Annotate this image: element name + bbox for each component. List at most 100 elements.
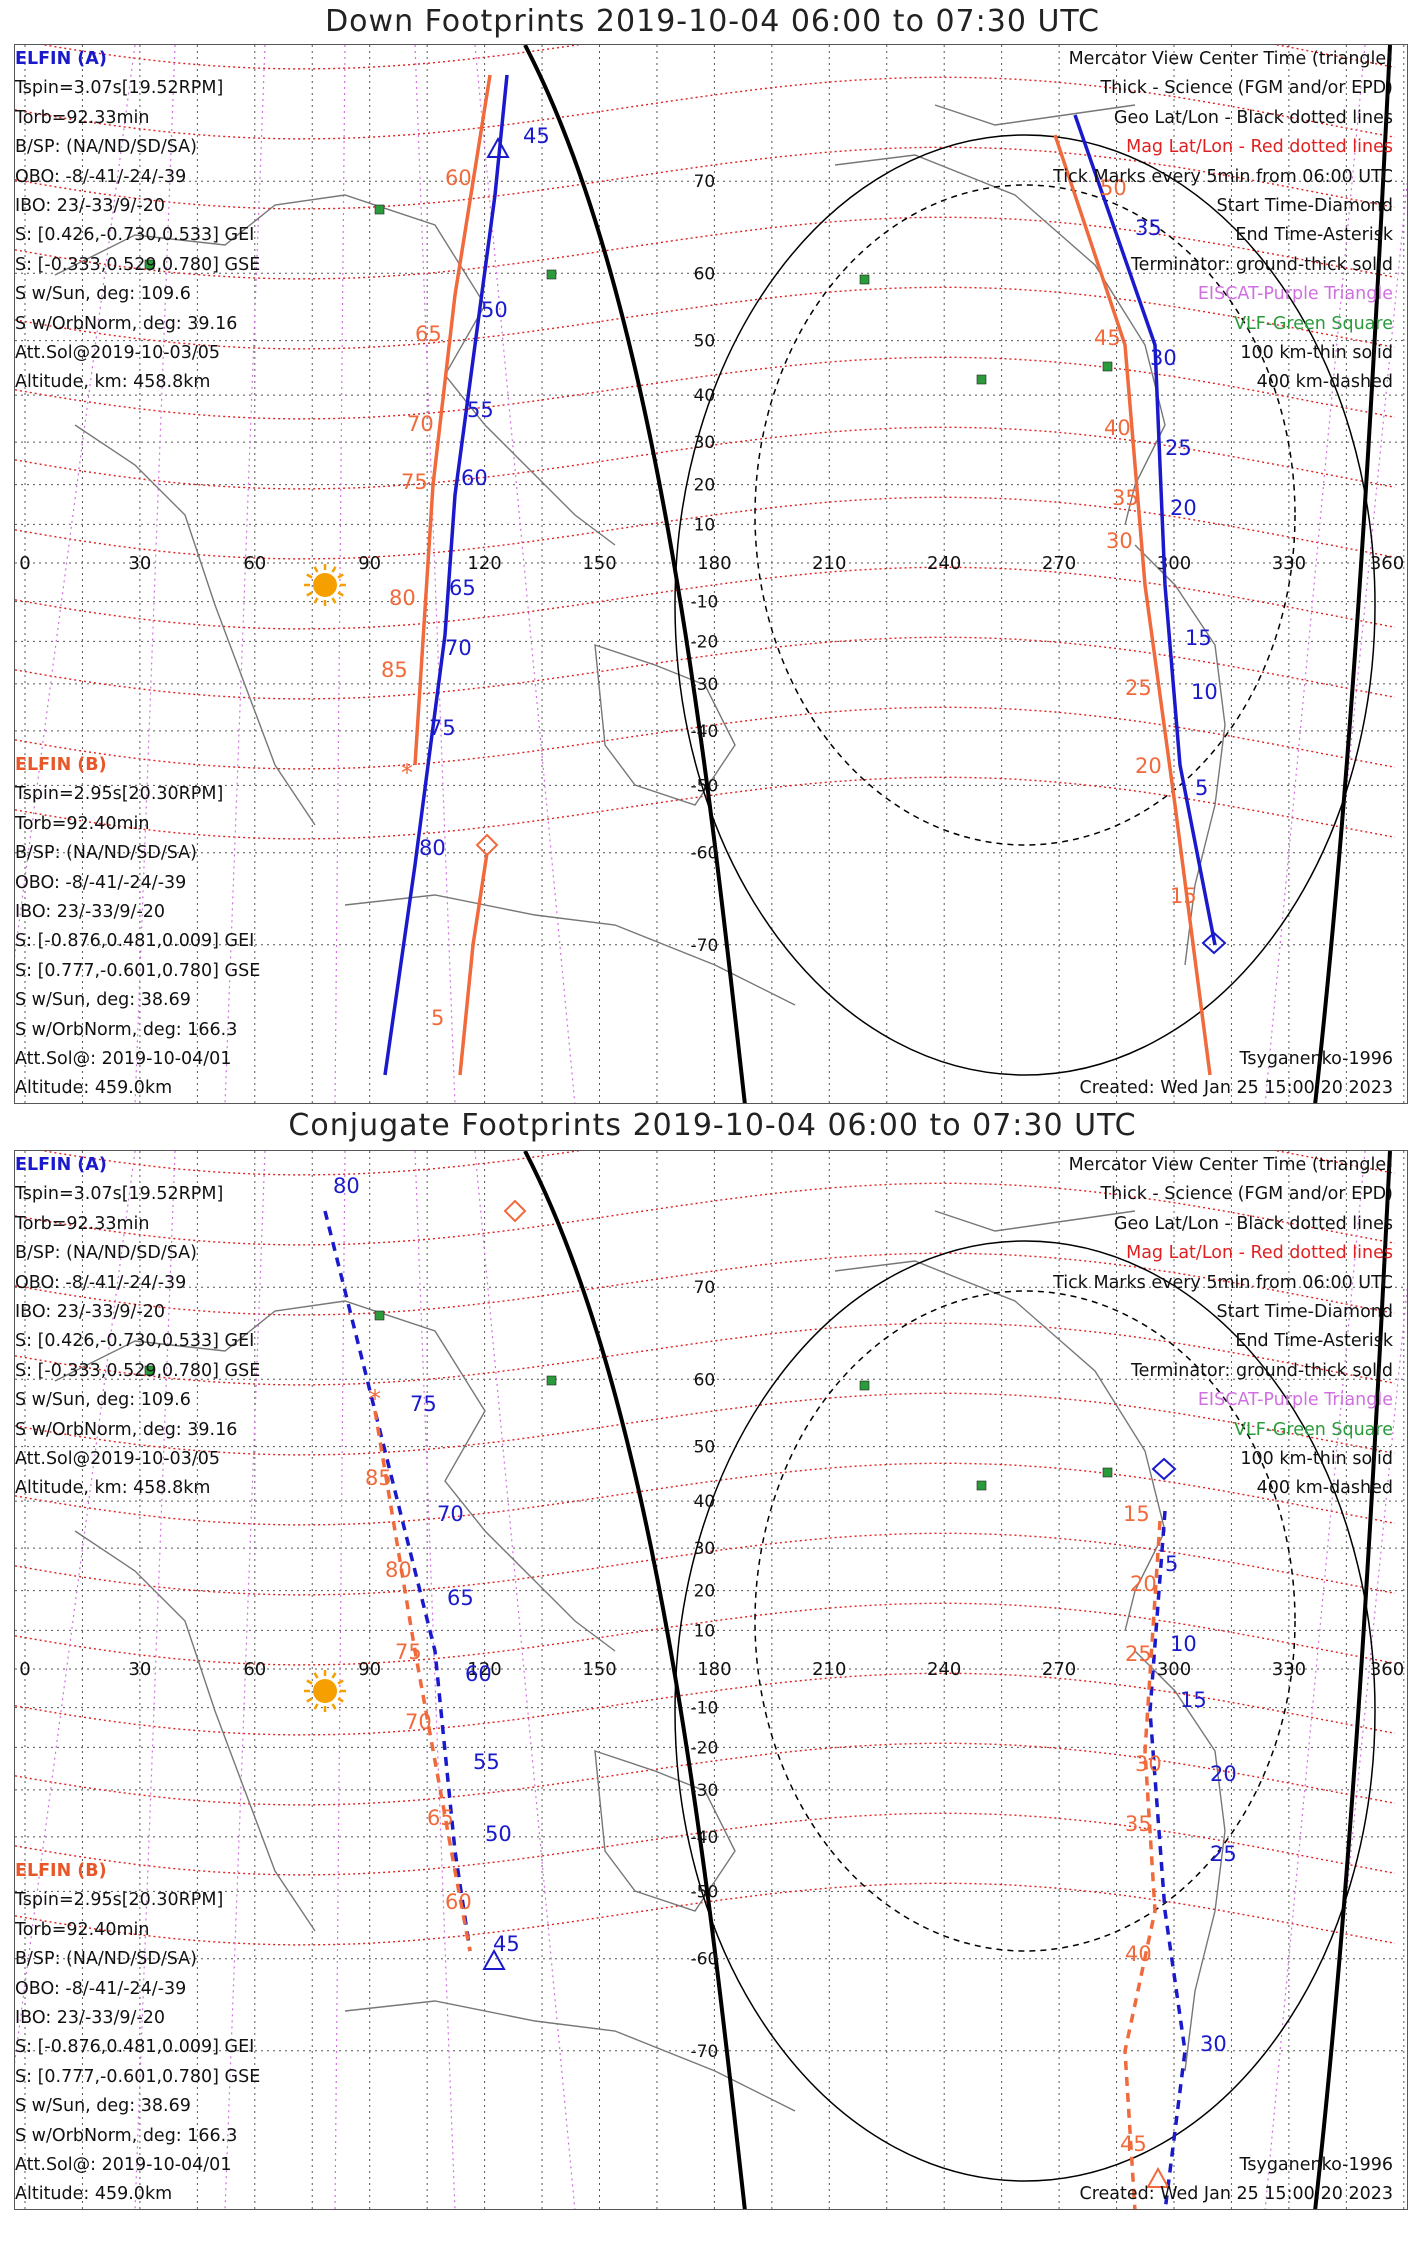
- info-line: Torb=92.33min: [15, 107, 150, 128]
- mag-latitude-line: [40, 1151, 1396, 1176]
- longitude-label: 150: [582, 1659, 616, 1680]
- vlf-square-icon: [1102, 361, 1113, 372]
- info-line: Torb=92.33min: [15, 1213, 150, 1234]
- sun-icon: [331, 566, 337, 573]
- elfin-a-track: [323, 1210, 472, 1952]
- info-line: IBO: 23/-33/9/-20: [15, 902, 166, 923]
- mag-latitude-line: [15, 1672, 1396, 1736]
- latitude-label: -70: [691, 2042, 719, 2062]
- vlf-square-icon: [546, 269, 557, 280]
- info-line: S: [0.777,-0.601,0.780] GSE: [15, 960, 261, 981]
- legend-item: Geo Lat/Lon - Black dotted lines: [1113, 1213, 1393, 1234]
- track-time-label: 45: [1094, 326, 1121, 350]
- track-time-label: 45: [523, 124, 550, 148]
- track-time-label: 70: [405, 1710, 432, 1734]
- longitude-label: 180: [697, 553, 731, 574]
- info-line: Att.Sol@: 2019-10-04/01: [15, 2155, 232, 2176]
- sun-icon: [337, 573, 344, 579]
- panel-title: Conjugate Footprints 2019-10-04 06:00 to…: [288, 1108, 1137, 1143]
- latitude-label: 20: [694, 476, 716, 496]
- track-time-label: 65: [427, 1806, 454, 1830]
- longitude-label: 150: [582, 553, 616, 574]
- mag-latitude-line: [15, 76, 1396, 140]
- info-line: Tspin=2.95s[20.30RPM]: [15, 784, 224, 805]
- sun-icon: [306, 1697, 313, 1703]
- info-line: IBO: 23/-33/9/-20: [15, 2008, 166, 2029]
- sun-icon: [337, 1679, 344, 1685]
- vlf-square-icon: [976, 374, 987, 385]
- track-time-label: 75: [401, 470, 428, 494]
- longitude-label: 90: [358, 1659, 381, 1680]
- coastline: [834, 154, 1166, 526]
- map-canvas: 0 30 60 90 120 150 180 210 240 270 300 330 360 70 60 50…: [15, 1151, 1407, 2209]
- track-time-label: 5: [431, 1006, 444, 1030]
- coastline: [934, 1210, 1136, 1232]
- track-time-label: 20: [1170, 496, 1197, 520]
- info-line: S: [-0.876,0.481,0.009] GEI: [15, 2037, 255, 2058]
- longitude-label: 300: [1157, 553, 1191, 574]
- mag-latitude-line: [15, 356, 1396, 420]
- track-time-label: 50: [485, 1822, 512, 1846]
- info-line: Att.Sol@2019-10-03/05: [15, 1449, 220, 1470]
- panel-title: Down Footprints 2019-10-04 06:00 to 07:3…: [325, 4, 1100, 39]
- mag-latitude-line: [15, 776, 1396, 840]
- latitude-label: 70: [694, 172, 716, 192]
- longitude-label: 330: [1272, 553, 1306, 574]
- track-time-label: 5: [1165, 1552, 1178, 1576]
- elfin-b-info: ELFIN (B) Tspin=2.95s[20.30RPM] Torb=92.40…: [15, 1857, 260, 2209]
- info-line: OBO: -8/-41/-24/-39: [15, 1978, 187, 1999]
- longitude-label: 0: [19, 553, 30, 574]
- sun-icon: [331, 1672, 337, 1679]
- coastline: [74, 424, 316, 826]
- longitude-label: 330: [1272, 1659, 1306, 1680]
- map-panel-conjugate: 0 30 60 90 120 150 180 210 240 270 300 330 360 70 60 50…: [14, 1150, 1408, 2210]
- track-time-label: 80: [419, 836, 446, 860]
- footprint-100km-oval: [674, 134, 1376, 1076]
- start-diamond-icon: [1201, 931, 1227, 955]
- footprint-400km-oval: [754, 1290, 1296, 1952]
- track-time-label: 30: [1135, 1752, 1162, 1776]
- terminator-line: [1313, 45, 1392, 1103]
- elfin-b-track: [373, 1410, 472, 1952]
- map-canvas: 0 30 60 90 120 150 180 210 240 270 300 330 360 70 60 50…: [15, 45, 1407, 1103]
- latitude-label: -40: [691, 722, 719, 742]
- sun-icon: [313, 1672, 319, 1679]
- track-time-label: 30: [1106, 529, 1133, 553]
- track-time-label: 60: [445, 166, 472, 190]
- sun-icon: [313, 573, 337, 597]
- eiscat-meridian: [334, 1151, 346, 2209]
- mag-latitude-line: [15, 496, 1396, 560]
- latitude-label: 50: [694, 1438, 716, 1458]
- track-time-label: 50: [1100, 176, 1127, 200]
- mag-latitude-line: [15, 216, 1396, 280]
- track-time-label: 20: [1210, 1762, 1237, 1786]
- track-time-label: 40: [1104, 416, 1131, 440]
- mag-latitude-line: [15, 1602, 1396, 1666]
- vlf-square-icon: [374, 1310, 385, 1321]
- elfin-b-track: [413, 74, 492, 766]
- footer: Tsyganenko-1996 Created: Wed Jan 25 15:00…: [1080, 1045, 1394, 1103]
- info-line: S w/OrbNorm, deg: 39.16: [15, 1419, 238, 1440]
- legend: Mercator View Center Time (triangle) Thic…: [1053, 1151, 1393, 1504]
- elfin-a-info: ELFIN (A) Tspin=3.07s[19.52RPM] Torb=92.33…: [15, 1151, 260, 1504]
- track-time-label: 65: [415, 322, 442, 346]
- legend-item: Terminator: ground-thick solid: [1130, 1360, 1393, 1381]
- info-line: OBO: -8/-41/-24/-39: [15, 166, 187, 187]
- legend-item: End Time-Asterisk: [1235, 1331, 1393, 1352]
- latitude-label: -30: [691, 1781, 719, 1801]
- latitude-label: -20: [691, 632, 719, 652]
- longitude-label: 270: [1042, 1659, 1076, 1680]
- spacecraft-heading: ELFIN (A): [15, 1155, 107, 1175]
- legend-item: End Time-Asterisk: [1235, 225, 1393, 246]
- track-time-label: 55: [467, 398, 494, 422]
- sun-icon: [313, 1679, 337, 1703]
- info-line: S w/Sun, deg: 38.69: [15, 2096, 191, 2117]
- longitude-label: 270: [1042, 553, 1076, 574]
- footer-line: Created: Wed Jan 25 15:00:20 2023: [1079, 2184, 1394, 2205]
- latitude-label: 30: [694, 1539, 716, 1559]
- latitude-label: -10: [691, 1699, 719, 1719]
- mag-latitude-line: [15, 636, 1396, 700]
- track-time-label: 70: [437, 1502, 464, 1526]
- info-line: S w/OrbNorm, deg: 166.3: [15, 2125, 238, 2146]
- track-time-label: 60: [461, 466, 488, 490]
